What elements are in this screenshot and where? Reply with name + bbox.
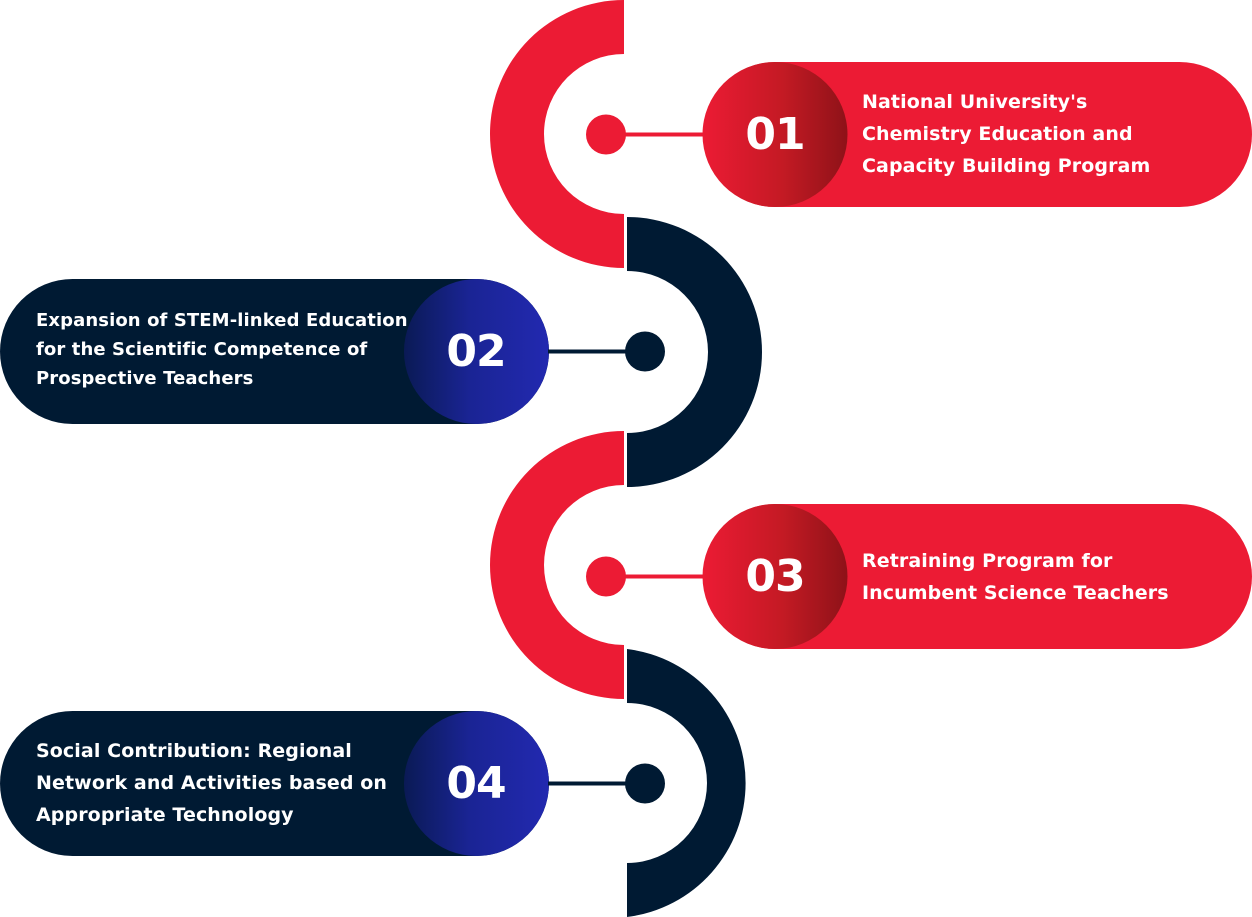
step-02-line-3: Prospective Teachers xyxy=(36,368,254,389)
connector-dot-01 xyxy=(586,114,626,155)
step-01-line-1: National University's xyxy=(862,91,1088,113)
step-title-04: Social Contribution: Regional Network an… xyxy=(36,735,416,831)
number-circle-02 xyxy=(404,279,549,424)
connector-dot-04 xyxy=(625,763,665,804)
connector-dot-02 xyxy=(625,331,665,372)
arc-step-03 xyxy=(490,431,624,699)
pill-step-02 xyxy=(0,279,549,424)
step-04-line-1: Social Contribution: Regional xyxy=(36,740,352,762)
step-number-04: 04 xyxy=(446,758,506,809)
step-number-01: 01 xyxy=(745,109,805,160)
step-02-line-2: for the Scientific Competence of xyxy=(36,339,368,360)
step-01-line-3: Capacity Building Program xyxy=(862,155,1151,177)
step-01-line-2: Chemistry Education and xyxy=(862,123,1133,145)
connector-dot-03 xyxy=(586,556,626,597)
step-title-01: National University's Chemistry Educatio… xyxy=(862,86,1242,182)
step-title-02: Expansion of STEM-linked Education for t… xyxy=(36,306,416,393)
step-03-line-1: Retraining Program for xyxy=(862,550,1113,572)
number-circle-04 xyxy=(404,711,549,856)
pill-step-01 xyxy=(703,62,1252,207)
number-circle-03 xyxy=(702,504,848,649)
arc-step-02 xyxy=(627,217,762,487)
step-title-03: Retraining Program for Incumbent Science… xyxy=(862,545,1242,609)
step-number-03: 03 xyxy=(745,551,805,602)
pill-step-03 xyxy=(703,504,1252,649)
step-04-line-2: Network and Activities based on xyxy=(36,772,388,794)
step-02-line-1: Expansion of STEM-linked Education xyxy=(36,310,408,331)
arc-step-04 xyxy=(627,649,746,917)
step-04-line-3: Appropriate Technology xyxy=(36,804,294,826)
arc-step-01 xyxy=(490,0,624,268)
number-circle-01 xyxy=(702,62,848,207)
pill-step-04 xyxy=(0,711,549,856)
step-number-02: 02 xyxy=(446,326,506,377)
step-03-line-2: Incumbent Science Teachers xyxy=(862,582,1169,604)
